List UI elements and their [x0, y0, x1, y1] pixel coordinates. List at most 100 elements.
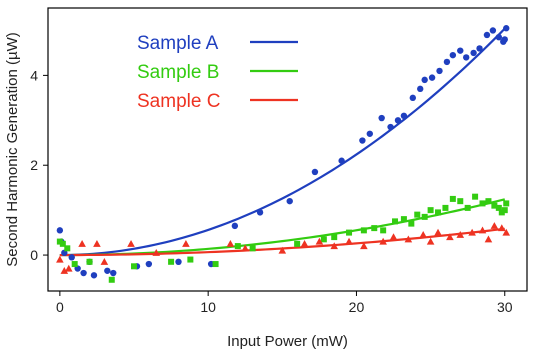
sample-b-fit-line: [59, 198, 506, 257]
sample-a-point: [145, 260, 153, 268]
x-tick-label: 20: [349, 299, 365, 315]
sample-c-point: [360, 242, 368, 250]
sample-b-point: [479, 200, 486, 207]
sample-c-point: [426, 237, 435, 245]
sample-b-point: [392, 218, 399, 225]
sample-b-point: [491, 202, 498, 209]
sample-c-point: [300, 240, 309, 247]
sample-a-point: [256, 209, 264, 216]
sample-b-point: [86, 258, 93, 265]
sample-b-point: [131, 263, 138, 270]
sample-c-point: [478, 226, 487, 234]
legend: Sample A Sample B Sample C: [137, 33, 298, 112]
sample-b-point: [71, 261, 78, 268]
sample-b-point: [59, 240, 66, 247]
sample-b-point: [408, 220, 415, 227]
sample-a-point: [175, 258, 182, 266]
sample-a-point: [409, 94, 417, 102]
sample-c-point: [497, 224, 506, 232]
sample-a-point: [231, 222, 239, 230]
sample-b-point: [212, 261, 219, 268]
sample-c-point: [502, 228, 511, 236]
sample-b-point: [501, 207, 508, 214]
x-axis-label: Input Power (mW): [227, 333, 348, 349]
sample-b-point: [495, 204, 502, 211]
sample-a-point: [476, 45, 483, 52]
y-tick-label: 0: [30, 247, 38, 263]
sample-b-point: [294, 240, 301, 247]
sample-a-point: [400, 112, 408, 120]
sample-c-point: [330, 242, 339, 250]
sample-a-point: [90, 272, 98, 279]
sample-b-point: [249, 245, 256, 252]
sample-c-point: [60, 266, 69, 274]
sample-c-point: [446, 233, 454, 241]
sample-a-point: [421, 76, 428, 84]
sample-a-point: [56, 227, 64, 234]
sample-b-point: [464, 204, 471, 211]
sample-a-point: [378, 114, 385, 122]
sample-a-point: [503, 25, 510, 32]
legend-label-sample-c: Sample C: [137, 91, 220, 112]
sample-c-point: [404, 235, 413, 243]
sample-a-point: [104, 267, 111, 274]
sample-a-point: [457, 47, 464, 54]
sample-b-point: [331, 234, 338, 241]
sample-c-point: [241, 244, 250, 252]
legend-label-sample-b: Sample B: [137, 62, 219, 83]
sample-b-point: [427, 207, 434, 214]
y-axis-label: Second Harmonic Generation (µW): [4, 32, 21, 267]
sample-c-point: [226, 240, 235, 247]
sample-a-point: [501, 36, 508, 43]
sample-b-point: [234, 243, 241, 250]
sample-a-point: [495, 33, 503, 41]
sample-c-point: [345, 237, 353, 245]
sample-c-point: [100, 258, 109, 265]
axes-layer: 0 10 20 30 0 2 4: [30, 7, 528, 315]
sample-c-point: [64, 264, 73, 272]
x-tick-label: 10: [200, 299, 216, 315]
x-tick-label: 30: [497, 299, 513, 315]
fit-lines-layer: [59, 27, 506, 257]
sample-b-point: [472, 193, 479, 200]
sample-b-point: [320, 236, 327, 243]
plot-frame: [47, 7, 528, 292]
sample-b-point: [414, 211, 421, 218]
sample-c-point: [379, 237, 387, 245]
sample-b-point: [187, 256, 194, 263]
sample-b-point: [380, 227, 387, 234]
sample-c-point: [315, 237, 324, 245]
sample-c-point: [419, 231, 427, 238]
sample-c-point: [468, 228, 476, 236]
sample-c-point: [93, 240, 101, 247]
y-tick-label: 4: [30, 67, 38, 83]
sample-a-point: [387, 123, 394, 131]
sample-b-point: [168, 258, 175, 265]
sample-b-point: [360, 227, 367, 234]
sample-a-point: [110, 269, 117, 277]
sample-a-point: [286, 197, 293, 205]
sample-b-point: [435, 209, 442, 216]
sample-b-point: [346, 229, 353, 236]
sample-b-point: [421, 213, 428, 220]
sample-c-point: [278, 246, 287, 254]
sample-a-point: [462, 54, 470, 61]
sample-a-point: [449, 51, 457, 59]
sample-c-point: [182, 240, 190, 247]
sample-b-point: [400, 216, 407, 223]
sample-c-point: [434, 228, 442, 236]
sample-b-point: [108, 276, 115, 283]
sample-a-point: [443, 58, 451, 66]
sample-c-point: [127, 240, 135, 247]
sample-c-point: [389, 233, 398, 241]
sample-b-point: [449, 195, 456, 202]
sample-b-point: [485, 198, 492, 205]
sample-a-point: [417, 85, 424, 93]
sample-a-point: [338, 157, 345, 164]
sample-a-point: [394, 117, 402, 124]
sample-a-point: [311, 168, 319, 176]
sample-a-point: [80, 269, 87, 277]
sample-c-point: [456, 231, 465, 238]
x-tick-label: 0: [56, 299, 64, 315]
